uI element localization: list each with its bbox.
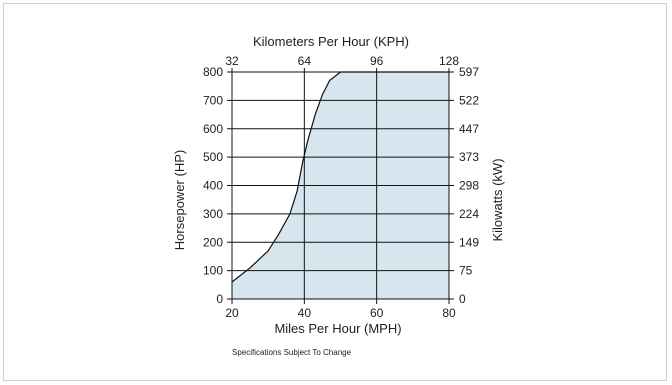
tick-labels: 20 40 60 80 32 64 96 128 0 100 200 300 400 500 600 700 8… — [203, 54, 479, 320]
right-tick-label-0: 0 — [459, 292, 466, 306]
right-tick-label-522: 522 — [459, 93, 479, 107]
y-axis-title: Horsepower (HP) — [172, 150, 187, 250]
top-tick-label-32: 32 — [225, 54, 239, 68]
right-tick-label-224: 224 — [459, 207, 479, 221]
right-tick-label-597: 597 — [459, 65, 479, 79]
x-tick-label-20: 20 — [225, 306, 239, 320]
x-tick-label-40: 40 — [298, 306, 312, 320]
y-tick-label-200: 200 — [203, 235, 223, 249]
y-tick-label-0: 0 — [216, 292, 223, 306]
right-tick-label-149: 149 — [459, 235, 479, 249]
y-tick-label-300: 300 — [203, 207, 223, 221]
x-tick-label-60: 60 — [370, 306, 384, 320]
right-axis-title: Kilowatts (kW) — [490, 158, 505, 241]
top-tick-label-128: 128 — [439, 54, 459, 68]
right-tick-label-298: 298 — [459, 179, 479, 193]
right-tick-label-373: 373 — [459, 150, 479, 164]
top-axis-title: Kilometers Per Hour (KPH) — [253, 34, 409, 49]
top-tick-label-64: 64 — [298, 54, 312, 68]
y-tick-label-400: 400 — [203, 179, 223, 193]
right-tick-label-447: 447 — [459, 122, 479, 136]
y-tick-label-600: 600 — [203, 122, 223, 136]
x-tick-label-80: 80 — [442, 306, 456, 320]
y-tick-label-100: 100 — [203, 264, 223, 278]
y-tick-label-700: 700 — [203, 93, 223, 107]
grid-lines — [232, 72, 449, 299]
y-tick-label-800: 800 — [203, 65, 223, 79]
top-tick-label-96: 96 — [370, 54, 384, 68]
right-tick-label-75: 75 — [459, 264, 473, 278]
x-axis-title: Miles Per Hour (MPH) — [274, 321, 401, 336]
footnote: Specifications Subject To Change — [232, 348, 352, 357]
y-tick-label-500: 500 — [203, 150, 223, 164]
